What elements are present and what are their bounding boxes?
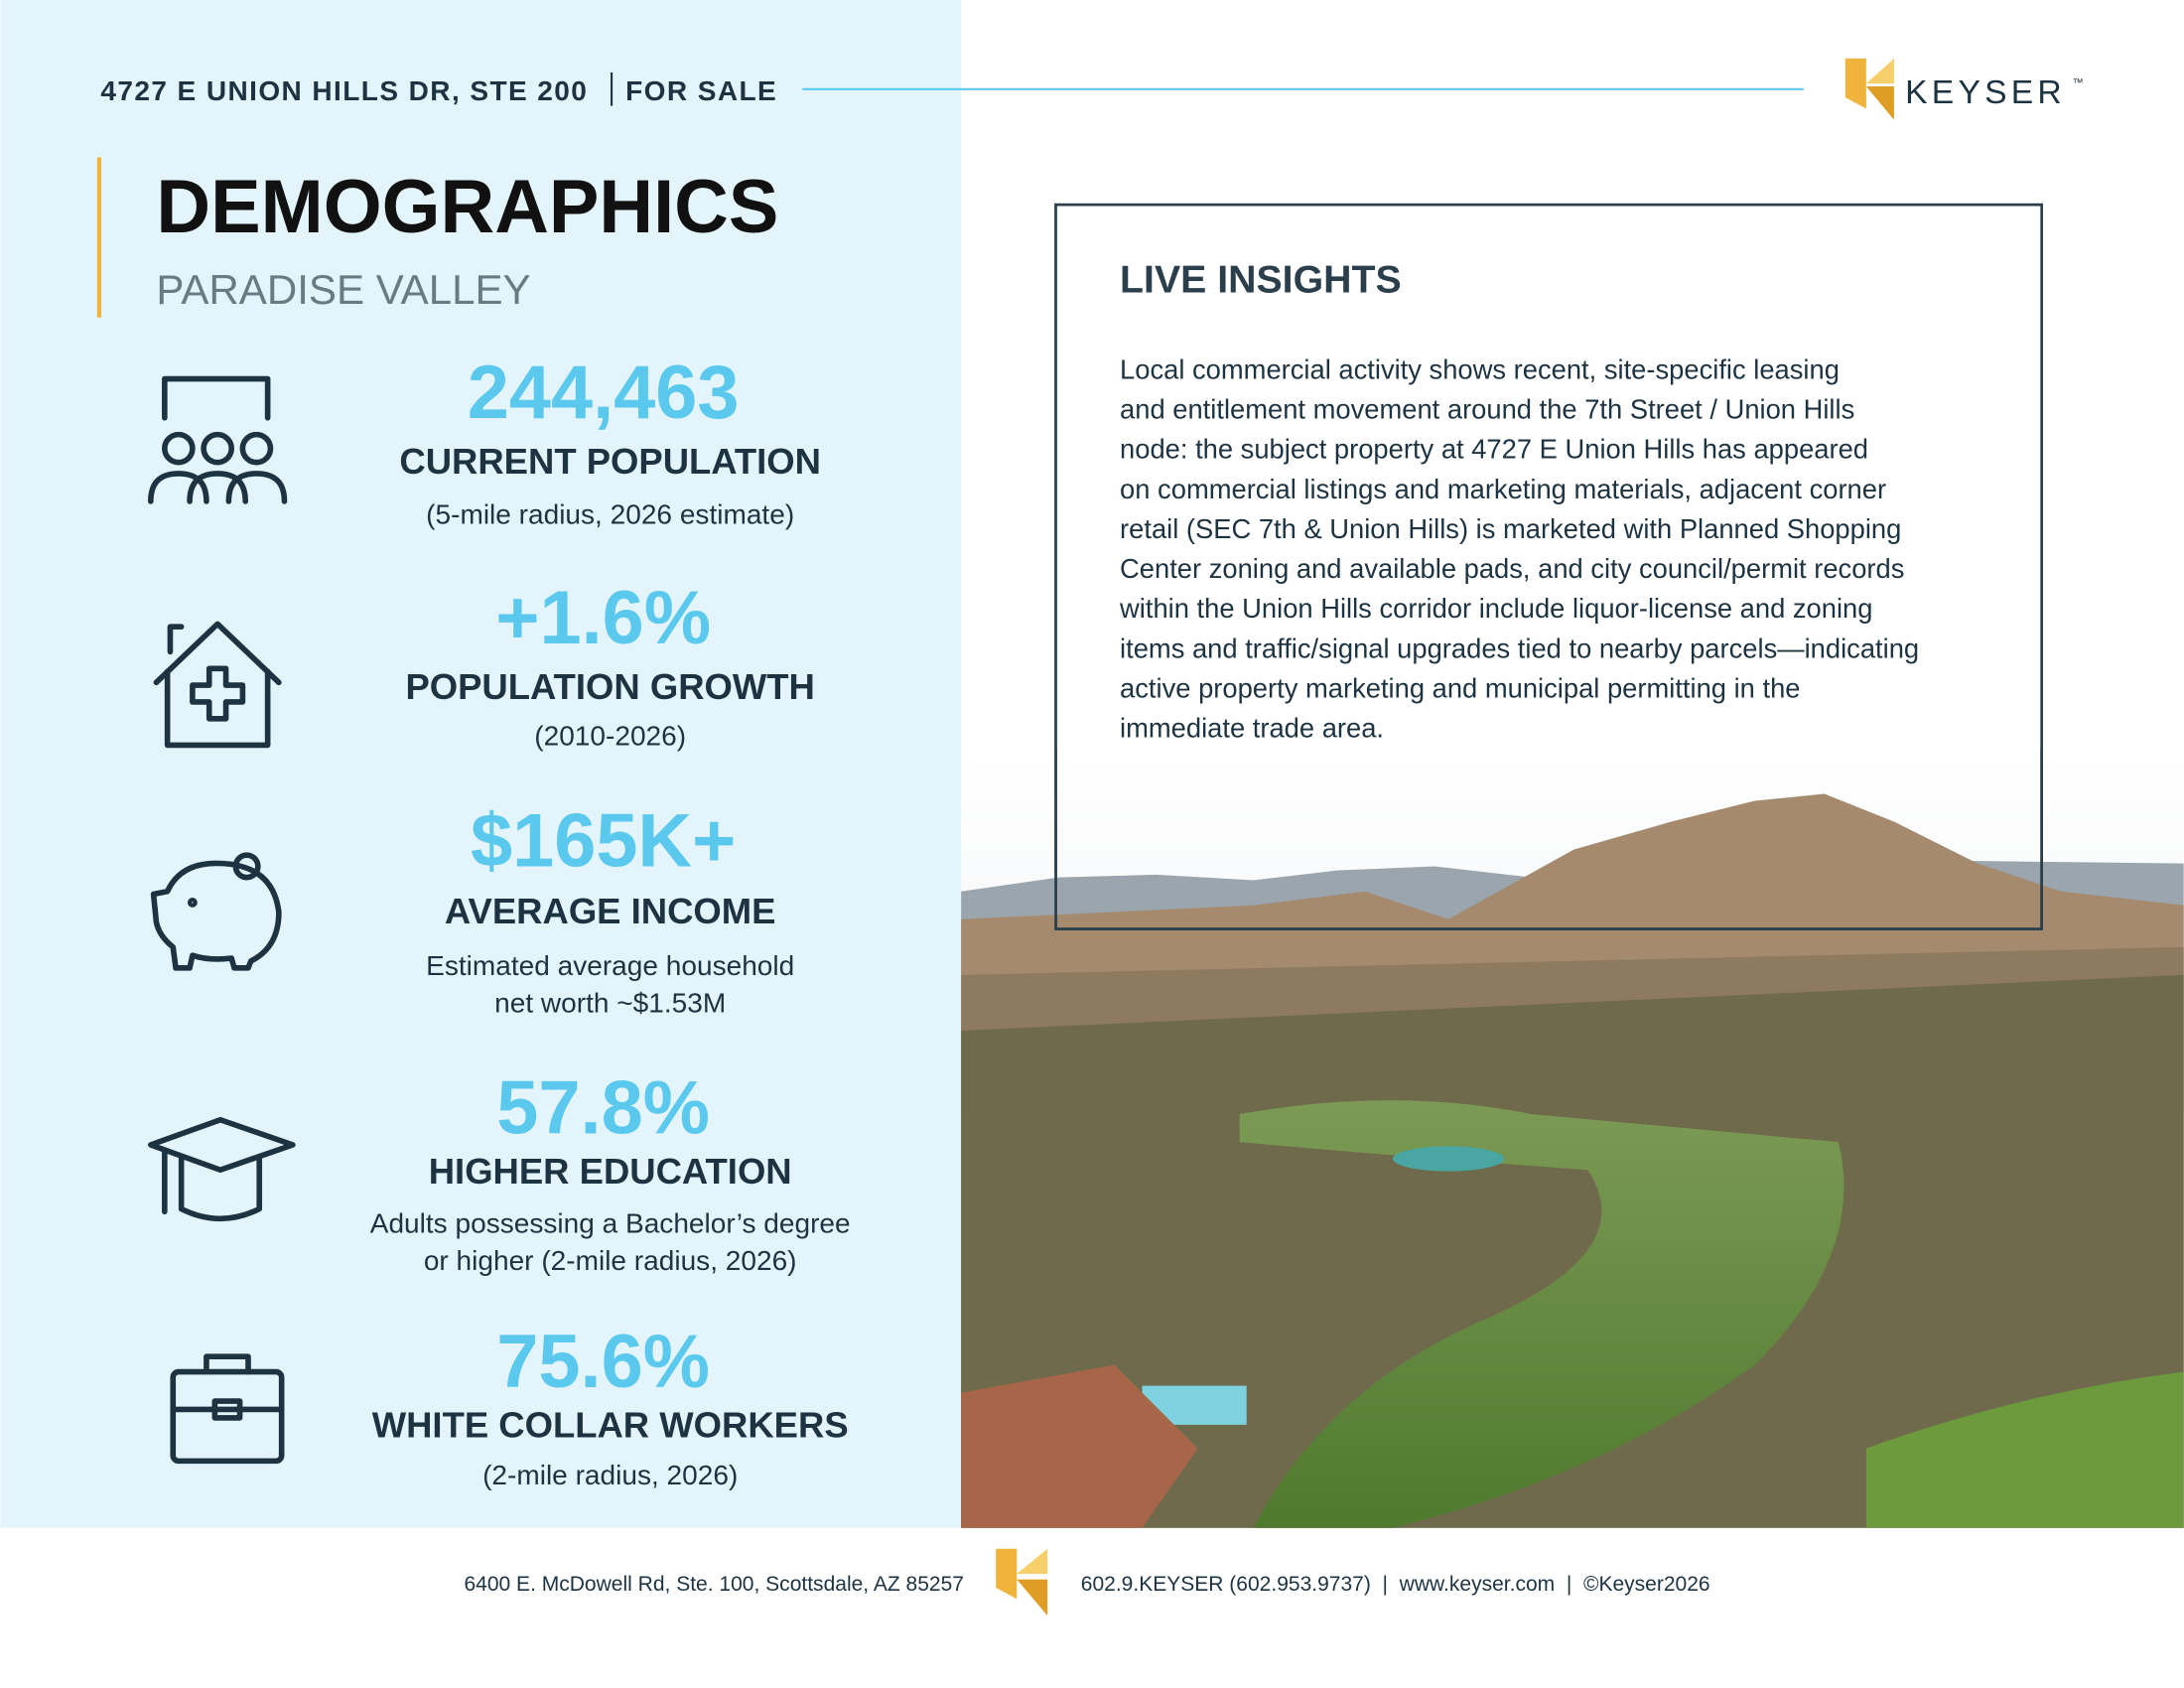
stat-label: CURRENT POPULATION (399, 441, 821, 482)
insights-line: active property marketing and municipal … (1120, 672, 1800, 703)
stat-note: or higher (2-mile radius, 2026) (424, 1245, 797, 1276)
trademark: ™ (2072, 77, 2083, 89)
insights-line: Center zoning and available pads, and ci… (1120, 553, 1904, 584)
insights-bg (1056, 206, 2041, 750)
stat-note: Adults possessing a Bachelor’s degree (370, 1207, 851, 1238)
stat-value: $165K+ (471, 798, 736, 883)
stat-value: 57.8% (496, 1066, 710, 1151)
logo-mark (1844, 58, 1894, 120)
icon-growth (153, 621, 282, 749)
insights-title: LIVE INSIGHTS (1120, 258, 1402, 302)
insights-line: node: the subject property at 4727 E Uni… (1120, 434, 1868, 465)
subtitle: PARADISE VALLEY (156, 266, 530, 313)
stat-label: AVERAGE INCOME (445, 891, 776, 931)
insights-line: immediate trade area. (1120, 713, 1384, 744)
address: 4727 E UNION HILLS DR, STE 200 (100, 75, 588, 106)
insights-frame (1054, 203, 2044, 930)
insights-line: within the Union Hills corridor include … (1119, 593, 1872, 624)
footer-address: 6400 E. McDowell Rd, Ste. 100, Scottsdal… (464, 1573, 964, 1596)
stat-label: HIGHER EDUCATION (429, 1151, 792, 1192)
icon-income (150, 852, 282, 971)
stat-label: WHITE COLLAR WORKERS (372, 1405, 849, 1446)
status: FOR SALE (625, 75, 777, 106)
stat-value: +1.6% (495, 576, 711, 660)
footer-contact: 602.9.KEYSER (602.953.9737) | www.keyser… (1081, 1573, 1710, 1596)
insights-line: items and traffic/signal upgrades tied t… (1120, 633, 1919, 663)
insights-line: retail (SEC 7th & Union Hills) is market… (1120, 513, 1901, 544)
stat-label: POPULATION GROWTH (405, 666, 814, 707)
stat-note: (2010-2026) (534, 720, 686, 751)
insights-line: Local commercial activity shows recent, … (1120, 354, 1840, 385)
footer-logo (996, 1548, 1048, 1617)
insights-line: and entitlement movement around the 7th … (1120, 394, 1854, 425)
icon-workers (170, 1353, 285, 1465)
icon-population (148, 375, 288, 504)
stat-note: (5-mile radius, 2026 estimate) (426, 498, 794, 529)
stat-note: net worth ~$1.53M (494, 988, 726, 1019)
stat-note: Estimated average household (426, 950, 794, 981)
logo-text: KEYSER (1905, 74, 2066, 111)
stat-note: (2-mile radius, 2026) (482, 1460, 738, 1490)
insights-line: on commercial listings and marketing mat… (1120, 474, 1886, 504)
icon-education (148, 1116, 296, 1222)
left-panel (0, 0, 962, 1528)
aerial-photo (961, 752, 2184, 1528)
stat-value: 244,463 (468, 351, 740, 435)
stat-value: 75.6% (496, 1320, 710, 1404)
title: DEMOGRAPHICS (156, 165, 778, 249)
